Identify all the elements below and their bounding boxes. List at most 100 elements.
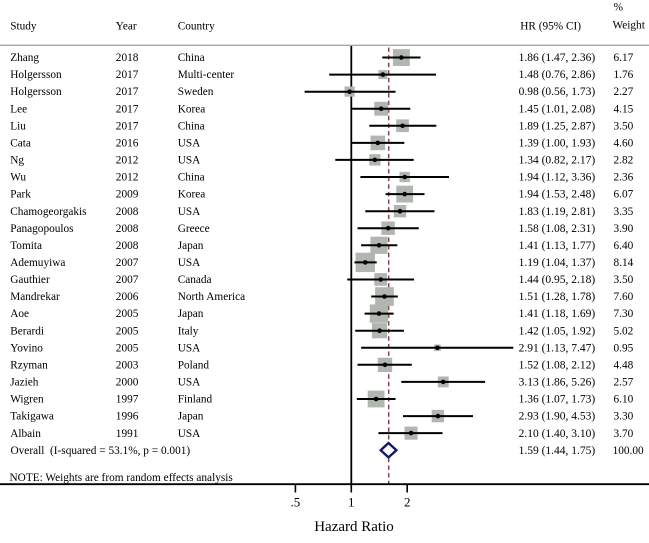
svg-text:6.07: 6.07: [614, 189, 634, 201]
svg-text:Italy: Italy: [178, 325, 199, 337]
svg-text:Yovino: Yovino: [10, 342, 43, 354]
svg-text:2003: 2003: [116, 359, 139, 371]
svg-text:100.00: 100.00: [613, 445, 644, 457]
svg-text:Overall (I-squared = 53.1%, p: Overall (I-squared = 53.1%, p = 0.001): [11, 445, 191, 457]
svg-text:1.48 (0.76, 2.86): 1.48 (0.76, 2.86): [519, 69, 596, 81]
svg-text:USA: USA: [178, 377, 201, 389]
svg-text:1.86 (1.47, 2.36): 1.86 (1.47, 2.36): [519, 52, 596, 64]
svg-text:Park: Park: [10, 189, 31, 201]
svg-text:1.89 (1.25, 2.87): 1.89 (1.25, 2.87): [519, 120, 596, 132]
svg-text:2009: 2009: [116, 189, 139, 201]
svg-text:Study: Study: [10, 21, 37, 33]
svg-text:China: China: [178, 120, 205, 132]
svg-text:%: %: [614, 2, 624, 14]
svg-text:Tomita: Tomita: [10, 240, 42, 252]
svg-text:USA: USA: [178, 257, 201, 269]
svg-text:1991: 1991: [116, 428, 139, 440]
svg-text:1.94 (1.12, 3.36): 1.94 (1.12, 3.36): [519, 172, 596, 184]
svg-text:2017: 2017: [116, 69, 139, 81]
svg-text:2.57: 2.57: [614, 377, 634, 389]
svg-text:Gauthier: Gauthier: [10, 274, 50, 286]
svg-text:Canada: Canada: [178, 274, 212, 286]
svg-text:Liu: Liu: [10, 120, 26, 132]
svg-text:Albain: Albain: [10, 428, 41, 440]
svg-text:1.44 (0.95, 2.18): 1.44 (0.95, 2.18): [519, 274, 596, 286]
svg-text:2.82: 2.82: [614, 155, 634, 167]
svg-text:8.14: 8.14: [614, 257, 634, 269]
svg-text:Multi-center: Multi-center: [178, 69, 235, 81]
svg-text:Cata: Cata: [10, 138, 31, 150]
svg-text:1.52 (1.08, 2.12): 1.52 (1.08, 2.12): [519, 359, 596, 371]
svg-text:Korea: Korea: [178, 189, 206, 201]
svg-text:China: China: [178, 172, 205, 184]
svg-text:2006: 2006: [116, 291, 139, 303]
svg-text:Rzyman: Rzyman: [10, 359, 48, 371]
svg-text:Hazard Ratio: Hazard Ratio: [314, 519, 394, 535]
svg-text:1.83 (1.19, 2.81): 1.83 (1.19, 2.81): [519, 206, 596, 218]
svg-text:2005: 2005: [116, 308, 139, 320]
svg-text:Panagopoulos: Panagopoulos: [10, 223, 73, 235]
svg-text:Zhang: Zhang: [10, 52, 39, 64]
svg-text:2016: 2016: [116, 138, 139, 150]
svg-text:3.35: 3.35: [614, 206, 634, 218]
svg-text:1.94 (1.53, 2.48): 1.94 (1.53, 2.48): [519, 189, 596, 201]
svg-text:1.59 (1.44, 1.75): 1.59 (1.44, 1.75): [519, 445, 596, 457]
svg-text:Sweden: Sweden: [178, 86, 214, 98]
svg-text:Japan: Japan: [178, 240, 204, 252]
svg-text:1.58 (1.08, 2.31): 1.58 (1.08, 2.31): [519, 223, 596, 235]
svg-text:2007: 2007: [116, 257, 139, 269]
svg-text:USA: USA: [178, 138, 201, 150]
svg-text:3.90: 3.90: [614, 223, 634, 235]
svg-text:Mandrekar: Mandrekar: [10, 291, 60, 303]
svg-text:1.45 (1.01, 2.08): 1.45 (1.01, 2.08): [519, 103, 596, 115]
svg-text:2.93 (1.90, 4.53): 2.93 (1.90, 4.53): [519, 411, 596, 423]
svg-text:Holgersson: Holgersson: [10, 86, 62, 98]
svg-text:Weight: Weight: [613, 20, 646, 32]
svg-text:0.98 (0.56, 1.73): 0.98 (0.56, 1.73): [519, 86, 596, 98]
svg-text:6.17: 6.17: [614, 52, 634, 64]
svg-text:Ng: Ng: [10, 155, 24, 167]
svg-text:Japan: Japan: [178, 308, 204, 320]
svg-text:Takigawa: Takigawa: [10, 411, 54, 423]
svg-text:Ademuyiwa: Ademuyiwa: [10, 257, 65, 269]
svg-text:2008: 2008: [116, 206, 139, 218]
svg-text:3.13 (1.86, 5.26): 3.13 (1.86, 5.26): [519, 377, 596, 389]
svg-text:2.10 (1.40, 3.10): 2.10 (1.40, 3.10): [519, 428, 596, 440]
svg-text:3.50: 3.50: [614, 120, 634, 132]
svg-text:2: 2: [404, 495, 411, 510]
svg-text:2012: 2012: [116, 172, 139, 184]
svg-text:3.30: 3.30: [614, 411, 634, 423]
svg-text:Lee: Lee: [10, 103, 27, 115]
svg-text:2.27: 2.27: [614, 86, 634, 98]
svg-text:2.36: 2.36: [614, 172, 634, 184]
svg-text:4.15: 4.15: [614, 103, 634, 115]
svg-text:0.95: 0.95: [614, 342, 634, 354]
svg-text:USA: USA: [178, 342, 201, 354]
svg-text:2008: 2008: [116, 223, 139, 235]
svg-text:4.48: 4.48: [614, 359, 634, 371]
svg-text:Year: Year: [116, 21, 137, 33]
svg-text:Korea: Korea: [178, 103, 206, 115]
svg-text:1.36 (1.07, 1.73): 1.36 (1.07, 1.73): [519, 394, 596, 406]
svg-text:HR (95% CI): HR (95% CI): [520, 21, 581, 33]
svg-text:1.41 (1.18, 1.69): 1.41 (1.18, 1.69): [519, 308, 596, 320]
svg-text:USA: USA: [178, 428, 201, 440]
svg-text:USA: USA: [178, 206, 201, 218]
svg-text:4.60: 4.60: [614, 138, 634, 150]
svg-text:1996: 1996: [116, 411, 139, 423]
svg-text:Wigren: Wigren: [10, 394, 44, 406]
svg-text:2017: 2017: [116, 86, 139, 98]
svg-text:1.34 (0.82, 2.17): 1.34 (0.82, 2.17): [519, 155, 596, 167]
svg-text:Chamogeorgakis: Chamogeorgakis: [10, 206, 86, 218]
svg-text:5.02: 5.02: [614, 325, 634, 337]
svg-text:2.91 (1.13, 7.47): 2.91 (1.13, 7.47): [519, 342, 596, 354]
svg-text:Jazieh: Jazieh: [10, 377, 39, 389]
svg-text:1.51 (1.28, 1.78): 1.51 (1.28, 1.78): [519, 291, 596, 303]
svg-text:7.60: 7.60: [614, 291, 634, 303]
svg-text:Poland: Poland: [178, 359, 210, 371]
svg-text:China: China: [178, 52, 205, 64]
svg-text:1.41 (1.13, 1.77): 1.41 (1.13, 1.77): [519, 240, 596, 252]
svg-text:North America: North America: [178, 291, 245, 303]
svg-text:2005: 2005: [116, 325, 139, 337]
svg-text:2017: 2017: [116, 120, 139, 132]
